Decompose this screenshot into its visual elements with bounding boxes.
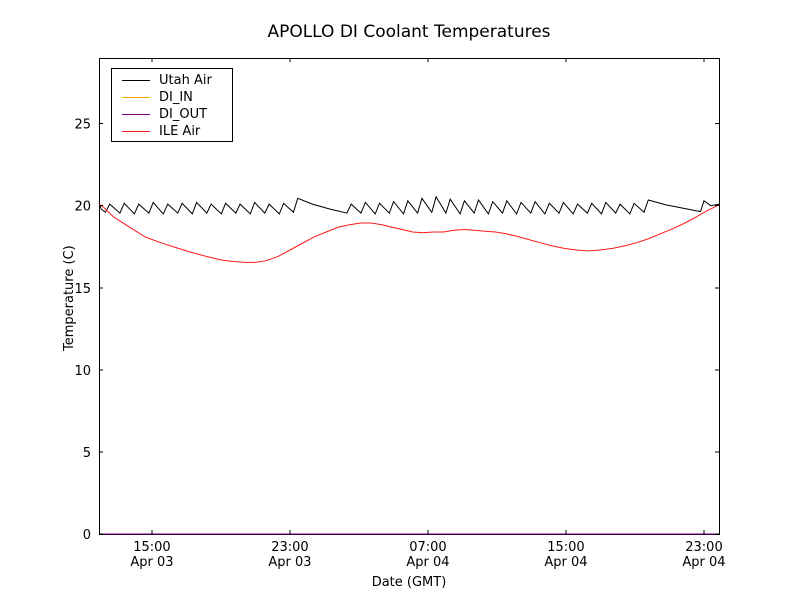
x-tick-label-time: 15:00 — [133, 540, 170, 555]
legend-label: DI_IN — [159, 90, 193, 105]
series-line-ile-air — [98, 203, 720, 263]
legend-label: ILE Air — [159, 124, 201, 139]
x-tick-label-time: 23:00 — [685, 540, 722, 555]
x-tick-label-date: Apr 04 — [544, 555, 587, 570]
legend-label: Utah Air — [159, 73, 212, 88]
legend-label: DI_OUT — [159, 107, 208, 122]
series-line-utah-air — [98, 195, 720, 216]
legend-item-di-out: DI_OUT — [122, 106, 232, 123]
legend-line-swatch — [122, 97, 150, 98]
x-tick-label-time: 07:00 — [409, 540, 446, 555]
y-tick-label: 5 — [83, 446, 91, 461]
x-tick-label-date: Apr 04 — [406, 555, 449, 570]
chart-title: APOLLO DI Coolant Temperatures — [267, 22, 551, 42]
legend-item-di-in: DI_IN — [122, 89, 232, 106]
x-tick-label-time: 15:00 — [547, 540, 584, 555]
x-axis-label: Date (GMT) — [371, 575, 447, 590]
y-axis-label: Temperature (C) — [62, 245, 77, 351]
x-tick-label-date: Apr 03 — [268, 555, 311, 570]
y-tick-label: 25 — [74, 118, 91, 133]
x-tick-label-date: Apr 04 — [682, 555, 725, 570]
y-tick-label: 20 — [74, 200, 91, 215]
y-tick-label: 10 — [74, 364, 91, 379]
legend-item-utah-air: Utah Air — [122, 72, 232, 89]
x-tick-label-date: Apr 03 — [130, 555, 173, 570]
y-tick-label: 0 — [83, 528, 91, 543]
legend-line-swatch — [122, 114, 150, 115]
legend-line-swatch — [122, 80, 150, 81]
x-tick-label-time: 23:00 — [271, 540, 308, 555]
y-tick-label: 15 — [74, 282, 91, 297]
legend: Utah Air DI_IN DI_OUT ILE Air — [111, 68, 233, 142]
legend-item-ile-air: ILE Air — [122, 123, 232, 140]
legend-line-swatch — [122, 131, 150, 132]
